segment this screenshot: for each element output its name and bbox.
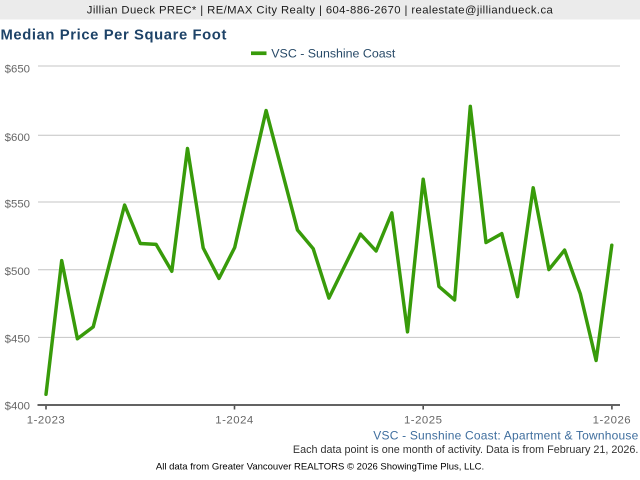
svg-text:VSC - Sunshine Coast: Apartmen: VSC - Sunshine Coast: Apartment & Townho…: [373, 428, 638, 442]
svg-text:$650: $650: [5, 63, 30, 75]
svg-text:$550: $550: [5, 199, 30, 211]
svg-text:$600: $600: [5, 132, 30, 144]
svg-text:VSC - Sunshine Coast: VSC - Sunshine Coast: [271, 47, 396, 61]
svg-text:All data from Greater Vancouve: All data from Greater Vancouver REALTORS…: [156, 461, 484, 472]
svg-text:1-2026: 1-2026: [593, 414, 631, 426]
svg-text:$450: $450: [5, 333, 30, 345]
svg-text:1-2025: 1-2025: [404, 414, 442, 426]
svg-text:$400: $400: [5, 401, 30, 413]
svg-text:Median Price Per Square Foot: Median Price Per Square Foot: [1, 27, 227, 43]
svg-text:Jillian Dueck PREC* | RE/MAX C: Jillian Dueck PREC* | RE/MAX City Realty…: [87, 5, 554, 17]
svg-text:1-2024: 1-2024: [215, 414, 253, 426]
svg-text:$500: $500: [5, 266, 30, 278]
svg-text:Each data point is one month o: Each data point is one month of activity…: [293, 444, 638, 456]
svg-text:1-2023: 1-2023: [27, 414, 65, 426]
